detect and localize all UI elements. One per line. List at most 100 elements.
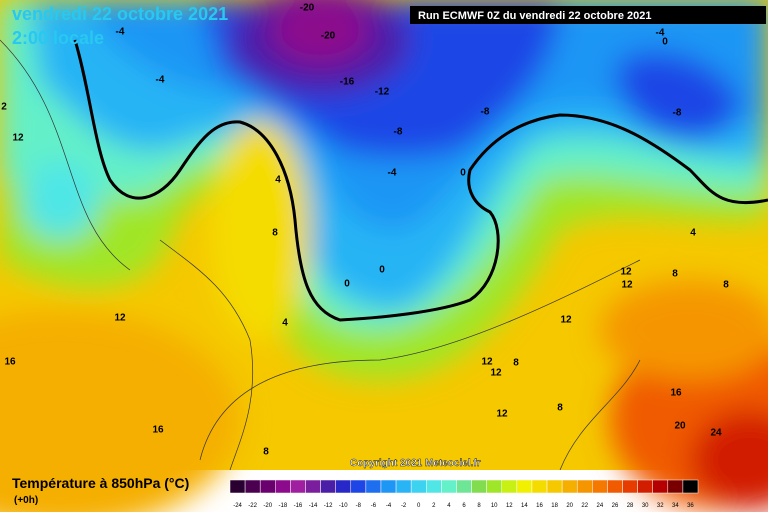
- color-step: [395, 479, 412, 494]
- color-step: [290, 479, 306, 494]
- contour-label: -4: [116, 27, 125, 38]
- contour-label: -12: [375, 87, 390, 98]
- legend-tick: 0: [417, 503, 421, 509]
- contour-label: 8: [723, 280, 729, 291]
- legend-tick: -22: [248, 503, 257, 509]
- contour-label: -4: [388, 168, 397, 179]
- contour-label: 24: [710, 428, 722, 439]
- contour-label: 4: [282, 318, 288, 329]
- map-labels: -20-20-16-12-8-8-4-4-4 000-40-84841221216…: [1, 3, 729, 458]
- color-step: [456, 479, 472, 494]
- contour-label: 0: [460, 168, 466, 179]
- contour-label: 12: [496, 409, 508, 420]
- color-step: [501, 479, 518, 494]
- contour-label: 2: [1, 102, 7, 113]
- contour-label: -20: [300, 3, 315, 14]
- color-step: [486, 479, 502, 494]
- run-box: [410, 6, 766, 24]
- contour-label: 8: [513, 358, 519, 369]
- contour-label: 16: [152, 425, 164, 436]
- legend-tick: 14: [521, 503, 528, 509]
- date: vendredi 22 octobre 2021: [12, 4, 228, 24]
- contour-label: 20: [674, 421, 686, 432]
- contour-label: 12: [560, 315, 572, 326]
- legend-tick: -18: [279, 503, 288, 509]
- contour-label: 16: [670, 388, 682, 399]
- color-step: [305, 479, 321, 494]
- legend-tick: 8: [477, 503, 481, 509]
- contour-label: 8: [263, 447, 269, 458]
- color-step: [531, 479, 548, 494]
- contour-label: 4: [690, 228, 696, 239]
- legend-tick: -2: [401, 503, 407, 509]
- color-step: [471, 479, 487, 494]
- legend-tick: -4: [386, 503, 392, 509]
- legend-tick: 10: [491, 503, 498, 509]
- legend-tick: -24: [233, 503, 242, 509]
- legend-tick: 4: [447, 503, 451, 509]
- contour-label: 0: [344, 279, 350, 290]
- legend-tick: 26: [612, 503, 619, 509]
- legend-tick: -20: [263, 503, 272, 509]
- color-step: [350, 479, 367, 494]
- color-step: [682, 479, 699, 494]
- contour-label: 12: [490, 368, 502, 379]
- color-step: [667, 479, 684, 494]
- color-step: [546, 479, 563, 494]
- copyright: Copyright 2021 Meteociel.fr: [350, 458, 481, 469]
- contour-label: 8: [672, 269, 678, 280]
- legend-tick: -6: [371, 503, 377, 509]
- color-step: [335, 479, 352, 494]
- contour-label: -8: [394, 127, 403, 138]
- colorbar: -24 -22 -20 -18 -16 -14 -12 -10 -8 -6 -4 -2 0 2 4 6 8 10 1…: [229, 479, 699, 509]
- color-step: [652, 479, 669, 494]
- contour-label: -8: [673, 108, 682, 119]
- legend-tick: 32: [657, 503, 664, 509]
- color-step: [275, 479, 291, 494]
- legend-tick: 36: [687, 503, 694, 509]
- color-step: [380, 479, 397, 494]
- isotherm: [0, 39, 641, 471]
- legend-subtitle: (+0h): [14, 495, 38, 506]
- contour-label: -8: [481, 107, 490, 118]
- legend-tick: 22: [581, 503, 588, 509]
- contour-label: 12: [620, 267, 632, 278]
- contour-label: 4: [275, 175, 281, 186]
- color-step: [592, 479, 608, 494]
- legend-tick: -12: [324, 503, 333, 509]
- legend-tick: 24: [597, 503, 604, 509]
- contour-label: 0: [379, 265, 385, 276]
- color-step: [426, 479, 442, 494]
- contour-label: -20: [321, 31, 336, 42]
- contour-label: -16: [340, 77, 355, 88]
- legend-tick: 18: [551, 503, 558, 509]
- contour-label: 0: [662, 37, 668, 48]
- contour-label: 12: [621, 280, 633, 291]
- color-step: [622, 479, 638, 494]
- legend-tick: 34: [672, 503, 679, 509]
- color-step: [576, 479, 593, 494]
- color-step: [320, 479, 336, 494]
- color-step: [229, 479, 246, 494]
- contour-label: 16: [4, 357, 16, 368]
- contour-label: 12: [114, 313, 126, 324]
- legend-tick: -14: [309, 503, 318, 509]
- color-step: [410, 479, 427, 494]
- legend-title: Température à 850hPa (°C): [12, 475, 189, 491]
- time: 2:00 locale: [12, 28, 104, 48]
- legend-tick: 6: [462, 503, 466, 509]
- contour-label: -4: [156, 75, 165, 86]
- color-step: [441, 479, 457, 494]
- color-step: [637, 479, 653, 494]
- color-step: [516, 479, 533, 494]
- legend-tick: 28: [627, 503, 634, 509]
- legend-tick: 2: [432, 503, 436, 509]
- contour-label: 12: [481, 357, 493, 368]
- color-step: [607, 479, 623, 494]
- contour-label: -4: [656, 28, 665, 39]
- legend-tick: 20: [566, 503, 573, 509]
- legend-tick: 30: [642, 503, 649, 509]
- contour-label: 8: [557, 403, 563, 414]
